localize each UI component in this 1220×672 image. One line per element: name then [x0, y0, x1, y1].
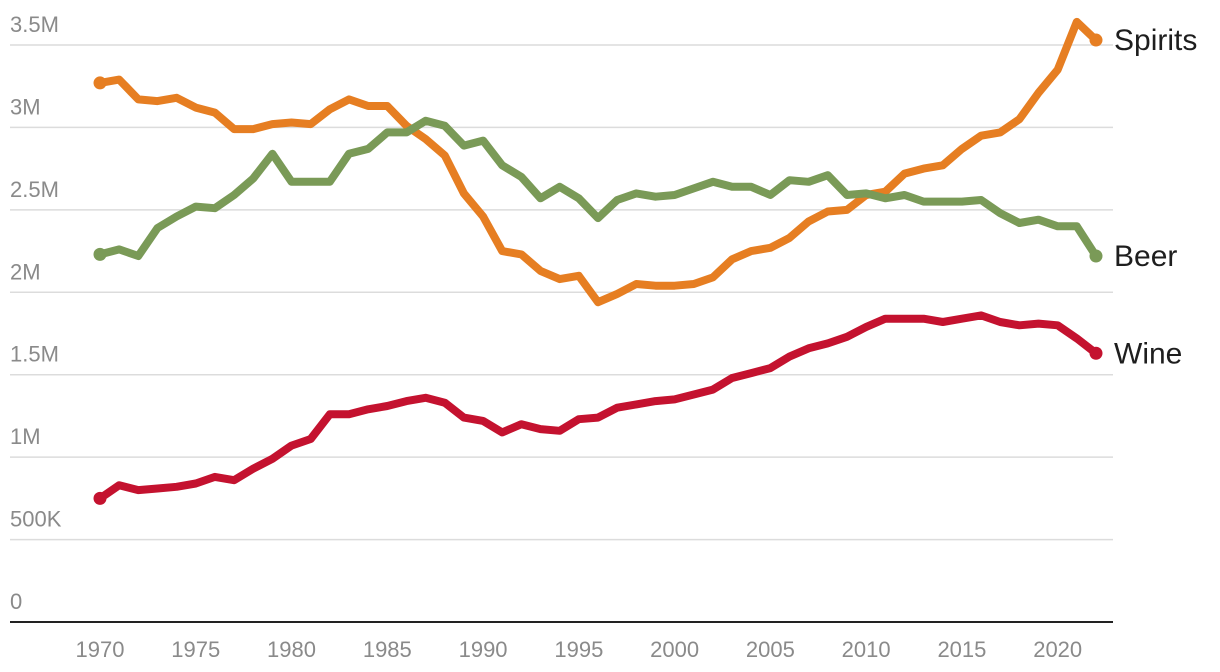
- x-tick-label: 1995: [554, 637, 603, 662]
- y-tick-label: 1.5M: [10, 342, 59, 367]
- y-tick-label: 500K: [10, 507, 62, 532]
- beer-series-label: Beer: [1114, 240, 1177, 273]
- beer-start-point: [93, 247, 107, 261]
- wine-series-label: Wine: [1114, 337, 1182, 370]
- gridlines: [10, 44, 1113, 623]
- x-tick-label: 1970: [76, 637, 125, 662]
- wine-end-point: [1089, 346, 1103, 360]
- y-tick-label: 2M: [10, 259, 41, 284]
- x-tick-label: 2020: [1033, 637, 1082, 662]
- spirits-series-label: Spirits: [1114, 24, 1197, 57]
- spirits-end-point: [1089, 33, 1103, 47]
- x-axis: 1970 1975 1980 1985 1990 1995 2000 2005 2010 2015…: [76, 637, 1083, 662]
- x-tick-label: 2000: [650, 637, 699, 662]
- wine-series-line: [96, 311, 1100, 503]
- y-tick-label: 1M: [10, 424, 41, 449]
- wine-start-point: [93, 491, 107, 505]
- y-tick-label: 3.5M: [10, 12, 59, 37]
- series-lines: [93, 17, 1103, 505]
- y-axis: 0 500K 1M 1.5M 2M 2.5M 3M 3.5M: [10, 12, 62, 614]
- series-labels: Spirits Beer Wine: [1114, 24, 1197, 370]
- x-tick-label: 2010: [842, 637, 891, 662]
- x-tick-label: 1990: [459, 637, 508, 662]
- x-tick-label: 2005: [746, 637, 795, 662]
- spirits-start-point: [93, 76, 107, 90]
- y-tick-label: 2.5M: [10, 177, 59, 202]
- x-tick-label: 2015: [937, 637, 986, 662]
- beer-series-line: [96, 116, 1100, 260]
- y-tick-label: 3M: [10, 94, 41, 119]
- x-tick-label: 1985: [363, 637, 412, 662]
- x-tick-label: 1980: [267, 637, 316, 662]
- y-tick-label: 0: [10, 589, 22, 614]
- x-tick-label: 1975: [171, 637, 220, 662]
- spirits-series-line: [96, 17, 1100, 307]
- beer-end-point: [1089, 249, 1103, 263]
